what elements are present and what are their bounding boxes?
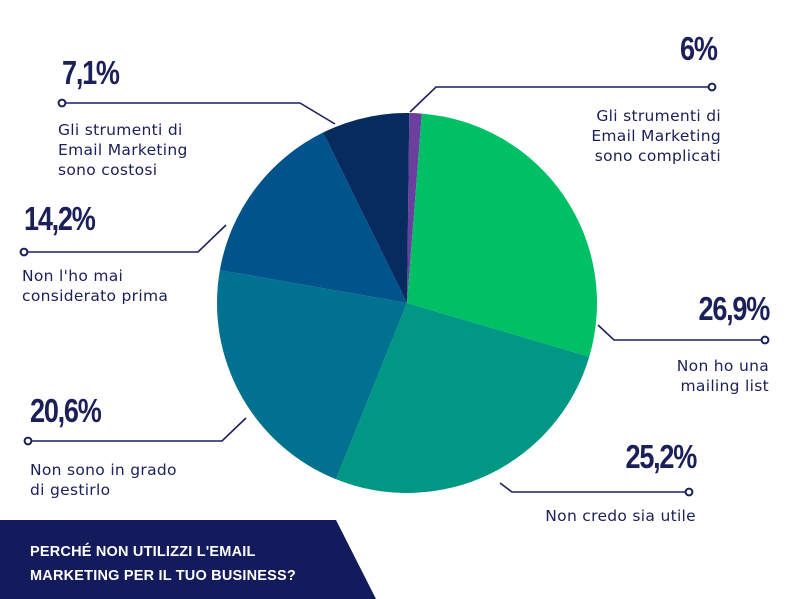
- leader-end-dot: [57, 98, 67, 108]
- pie-slice: [336, 303, 590, 493]
- slice-category-label: Non credo sia utile: [545, 507, 696, 525]
- pie-slice: [219, 132, 407, 303]
- chart-title-line: MARKETING PER IL TUO BUSINESS?: [30, 568, 296, 584]
- leader-line: [409, 86, 712, 113]
- slice-value-label: 6%: [680, 30, 718, 67]
- leader-line: [28, 417, 247, 442]
- pie-slice: [323, 113, 410, 303]
- leader-end-dot: [760, 335, 770, 345]
- slice-value-label: 14,2%: [24, 200, 96, 237]
- title-banner: [0, 520, 376, 599]
- leader-end-dot: [707, 82, 717, 92]
- pie-slice: [407, 113, 422, 304]
- pie-slice: [217, 270, 407, 480]
- leader-line: [499, 482, 689, 493]
- slice-value-label: 7,1%: [62, 54, 120, 91]
- leader-line: [62, 102, 336, 125]
- leader-end-dot: [19, 247, 29, 257]
- slice-value-label: 26,9%: [698, 290, 770, 327]
- slice-category-label: Non ho una mailing list: [676, 357, 769, 395]
- chart-title-line: PERCHÉ NON UTILIZZI L'EMAIL: [30, 544, 256, 560]
- leader-end-dot: [23, 436, 33, 446]
- slice-category-label: Non l'ho mai considerato prima: [22, 267, 169, 305]
- leader-line: [24, 224, 227, 253]
- slice-category-label: Gli strumenti di Email Marketing sono co…: [58, 121, 188, 179]
- title-banner-shape: [0, 520, 376, 599]
- leader-line: [597, 324, 765, 341]
- slice-value-label: 20,6%: [30, 392, 102, 429]
- slice-category-label: Non sono in grado di gestirlo: [30, 461, 177, 499]
- slice-value-label: 25,2%: [625, 438, 697, 475]
- slice-category-label: Gli strumenti di Email Marketing sono co…: [591, 107, 721, 165]
- pie-slice: [407, 113, 597, 357]
- leader-end-dot: [684, 487, 694, 497]
- chart-title: PERCHÉ NON UTILIZZI L'EMAIL MARKETING PE…: [30, 540, 296, 588]
